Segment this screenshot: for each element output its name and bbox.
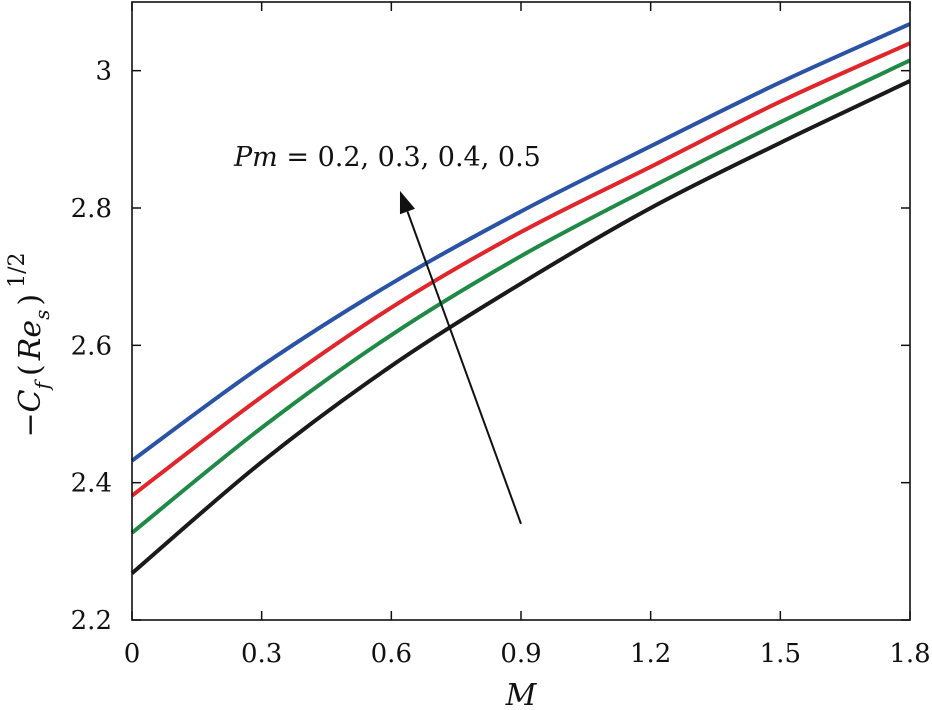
y-tick-label: 2.6 (71, 331, 112, 361)
annotation-label: Pm = 0.2, 0.3, 0.4, 0.5 (233, 142, 541, 173)
x-tick-label: 1.2 (630, 639, 671, 669)
series-line-4 (130, 22, 911, 463)
series-line-2 (130, 58, 911, 535)
y-tick-label: 2.8 (71, 194, 112, 224)
series-line-3 (130, 41, 911, 498)
x-tick-label: 1.5 (760, 639, 801, 669)
y-axis-label: −Cf(Res)1/2 (5, 253, 54, 438)
y-ticks: 2.2 2.4 2.6 2.8 3 (71, 57, 910, 636)
y-tick-label: 3 (95, 57, 112, 87)
x-tick-label: 0.9 (500, 639, 541, 669)
y-tick-label: 2.4 (71, 469, 112, 499)
annotation: Pm = 0.2, 0.3, 0.4, 0.5 (233, 142, 541, 525)
x-tick-label: 0.6 (371, 639, 412, 669)
annotation-arrow-head (399, 190, 416, 215)
series-line-1 (130, 79, 911, 575)
x-axis-label: M (505, 678, 538, 710)
y-tick-label: 2.2 (71, 606, 112, 636)
x-tick-label: 0.3 (241, 639, 282, 669)
x-tick-label: 1.8 (889, 639, 930, 669)
annotation-arrow-line (406, 211, 522, 525)
x-ticks: 0 0.3 0.6 0.9 1.2 1.5 1.8 (124, 2, 931, 669)
series-lines (130, 22, 911, 575)
x-tick-label: 0 (124, 639, 141, 669)
